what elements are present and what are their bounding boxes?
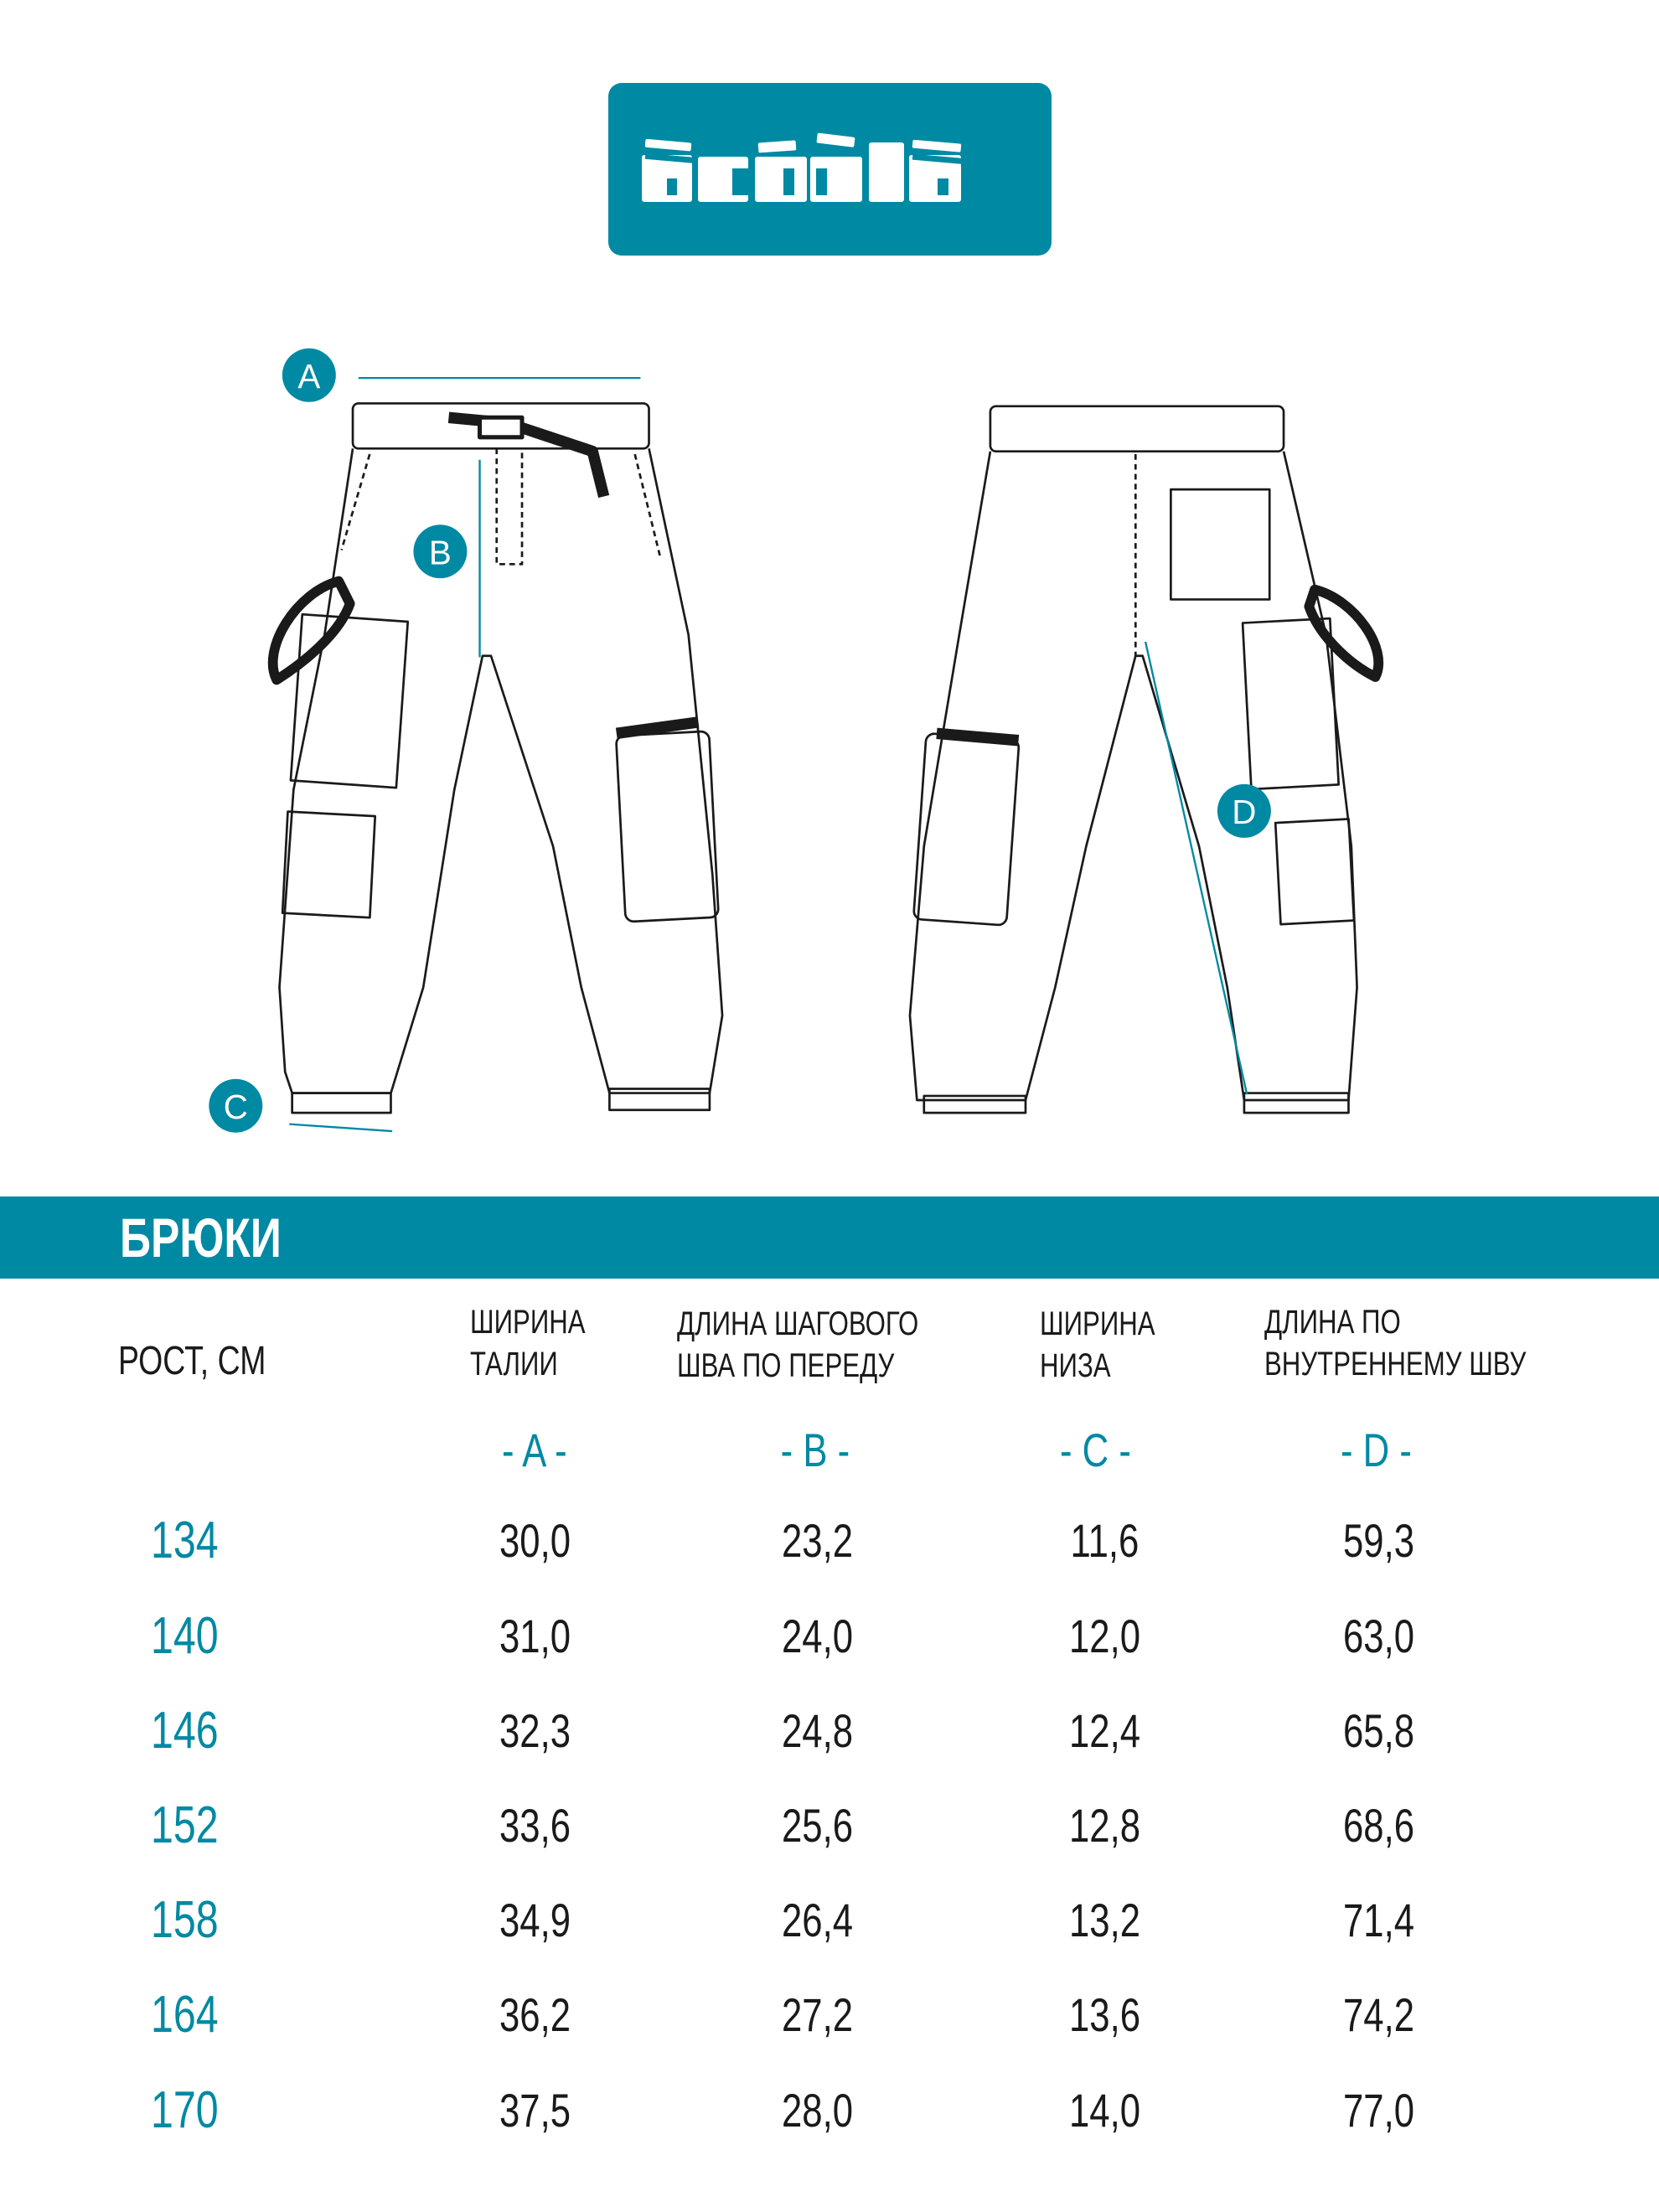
height-cell: 134 bbox=[151, 1512, 219, 1569]
value-cell: 12,0 bbox=[1068, 1610, 1140, 1662]
svg-text:C: C bbox=[224, 1088, 248, 1126]
value-cell: 12,4 bbox=[1068, 1704, 1140, 1757]
value-cell: 74,2 bbox=[1342, 1988, 1414, 2041]
height-cell: 152 bbox=[151, 1796, 219, 1854]
column-header-b: ДЛИНА ШАГОВОГО ШВА ПО ПЕРЕДУ bbox=[677, 1305, 919, 1384]
height-column-header: РОСТ, СМ bbox=[118, 1339, 266, 1383]
value-cell: 24,8 bbox=[781, 1704, 853, 1757]
value-cell: 27,2 bbox=[781, 1988, 853, 2041]
value-cell: 11,6 bbox=[1070, 1514, 1139, 1567]
value-cell: 71,4 bbox=[1342, 1894, 1414, 1946]
pants-front-view bbox=[278, 402, 724, 1114]
pants-technical-drawing: A B C D bbox=[209, 348, 1384, 1133]
value-cell: 34,9 bbox=[499, 1894, 571, 1946]
value-cell: 28,0 bbox=[781, 2084, 853, 2137]
height-cell: 140 bbox=[151, 1607, 219, 1665]
marker-a: A bbox=[282, 348, 336, 402]
value-cell: 12,8 bbox=[1068, 1799, 1140, 1852]
pants-back-view bbox=[908, 405, 1384, 1114]
value-cell: 36,2 bbox=[499, 1988, 571, 2041]
column-letter-d: - D - bbox=[1340, 1424, 1412, 1476]
value-cell: 33,6 bbox=[499, 1799, 571, 1852]
marker-d: D bbox=[1217, 783, 1271, 838]
brand-logo bbox=[608, 83, 1052, 256]
value-cell: 31,0 bbox=[499, 1610, 571, 1662]
height-cell: 146 bbox=[151, 1702, 219, 1760]
section-banner bbox=[0, 1196, 1659, 1279]
belt-buckle bbox=[478, 415, 525, 440]
marker-c: C bbox=[209, 1078, 263, 1133]
value-cell: 13,2 bbox=[1068, 1894, 1140, 1946]
value-cell: 65,8 bbox=[1342, 1704, 1414, 1757]
value-cell: 32,3 bbox=[499, 1704, 571, 1757]
section-title: БРЮКИ bbox=[120, 1207, 282, 1269]
column-header-c: ШИРИНА НИЗА bbox=[1040, 1305, 1155, 1384]
svg-text:B: B bbox=[429, 533, 452, 571]
svg-text:D: D bbox=[1232, 793, 1256, 831]
value-cell: 59,3 bbox=[1342, 1514, 1414, 1567]
column-letter-a: - A - bbox=[502, 1424, 567, 1476]
column-header-a: ШИРИНА ТАЛИИ bbox=[470, 1304, 586, 1382]
belt-strap bbox=[447, 411, 610, 499]
value-cell: 26,4 bbox=[781, 1894, 853, 1946]
height-cell: 158 bbox=[151, 1891, 219, 1949]
value-cell: 30,0 bbox=[499, 1514, 571, 1567]
column-letter-c: - C - bbox=[1059, 1424, 1131, 1476]
value-cell: 68,6 bbox=[1342, 1799, 1414, 1852]
value-cell: 77,0 bbox=[1342, 2084, 1414, 2137]
value-cell: 25,6 bbox=[781, 1799, 853, 1852]
column-header-d: ДЛИНА ПО ВНУТРЕННЕМУ ШВУ bbox=[1264, 1304, 1527, 1382]
value-cell: 23,2 bbox=[781, 1514, 853, 1567]
svg-text:A: A bbox=[297, 357, 320, 395]
value-cell: 13,6 bbox=[1068, 1988, 1140, 2041]
logo-wordmark bbox=[642, 132, 964, 202]
measure-line-d bbox=[1144, 641, 1248, 1095]
value-cell: 63,0 bbox=[1342, 1610, 1414, 1662]
value-cell: 24,0 bbox=[781, 1610, 853, 1662]
marker-b: B bbox=[413, 525, 468, 579]
value-cell: 37,5 bbox=[499, 2084, 571, 2137]
measure-line-c bbox=[289, 1123, 393, 1133]
side-loop bbox=[267, 576, 355, 685]
column-letter-b: - B - bbox=[780, 1424, 850, 1476]
height-cell: 170 bbox=[151, 2081, 219, 2139]
height-cell: 164 bbox=[151, 1986, 219, 2044]
value-cell: 14,0 bbox=[1068, 2084, 1140, 2137]
